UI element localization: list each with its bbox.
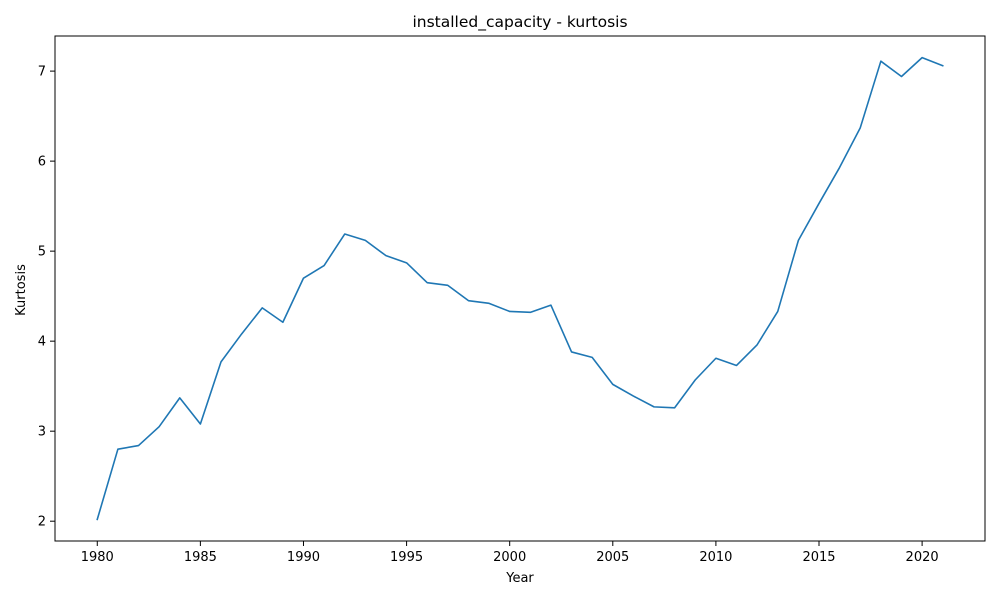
data-point: [611, 382, 615, 386]
data-point: [673, 406, 677, 410]
data-point: [858, 126, 862, 130]
data-point: [817, 201, 821, 205]
x-tick-label: 1995: [390, 550, 423, 565]
x-tick-label: 2020: [906, 550, 939, 565]
x-tick-label: 2010: [699, 550, 732, 565]
data-point: [425, 281, 429, 285]
data-point: [920, 56, 924, 60]
y-axis-label: Kurtosis: [14, 264, 29, 316]
y-axis: 2 3 4 5 6 7: [38, 65, 55, 530]
y-tick-label: 6: [38, 155, 46, 170]
y-tick-label: 7: [38, 65, 46, 80]
x-tick-label: 2015: [802, 550, 835, 565]
data-point: [466, 299, 470, 303]
y-tick-label: 3: [38, 425, 46, 440]
data-point: [343, 232, 347, 236]
chart-title: installed_capacity - kurtosis: [412, 13, 627, 32]
data-point: [714, 356, 718, 360]
y-tick-label: 5: [38, 245, 46, 260]
data-point: [178, 396, 182, 400]
data-point: [301, 276, 305, 280]
data-point: [693, 378, 697, 382]
data-point: [198, 422, 202, 426]
series-line: [96, 56, 944, 521]
data-point: [384, 254, 388, 258]
y-tick-label: 2: [38, 515, 46, 530]
data-point: [838, 165, 842, 169]
data-point: [446, 283, 450, 287]
data-point: [363, 238, 367, 242]
data-point: [219, 360, 223, 364]
axes-frame: [54, 35, 986, 542]
x-tick-label: 2000: [493, 550, 526, 565]
data-point: [941, 64, 945, 68]
data-point: [570, 350, 574, 354]
data-point: [528, 310, 532, 314]
data-point: [796, 238, 800, 242]
x-tick-label: 2005: [596, 550, 629, 565]
data-point: [116, 447, 120, 451]
data-point: [260, 306, 264, 310]
data-point: [652, 405, 656, 409]
data-point: [95, 517, 99, 521]
data-point: [240, 332, 244, 336]
data-point: [735, 363, 739, 367]
data-point: [405, 261, 409, 265]
data-point: [322, 264, 326, 268]
plot-area: [95, 56, 945, 521]
x-tick-label: 1990: [287, 550, 320, 565]
x-axis-label: Year: [505, 571, 534, 586]
data-point: [879, 59, 883, 63]
data-point: [776, 309, 780, 313]
x-tick-label: 1980: [81, 550, 114, 565]
data-point: [899, 75, 903, 79]
data-point: [281, 320, 285, 324]
data-point: [487, 301, 491, 305]
data-point: [590, 355, 594, 359]
x-tick-label: 1985: [184, 550, 217, 565]
data-point: [157, 425, 161, 429]
data-point: [755, 343, 759, 347]
data-point: [137, 444, 141, 448]
data-point: [508, 309, 512, 313]
x-axis: 1980 1985 1990 1995 2000 2005 2010 2015 2020: [81, 541, 939, 565]
data-point: [549, 303, 553, 307]
data-point: [631, 394, 635, 398]
y-tick-label: 4: [38, 335, 46, 350]
